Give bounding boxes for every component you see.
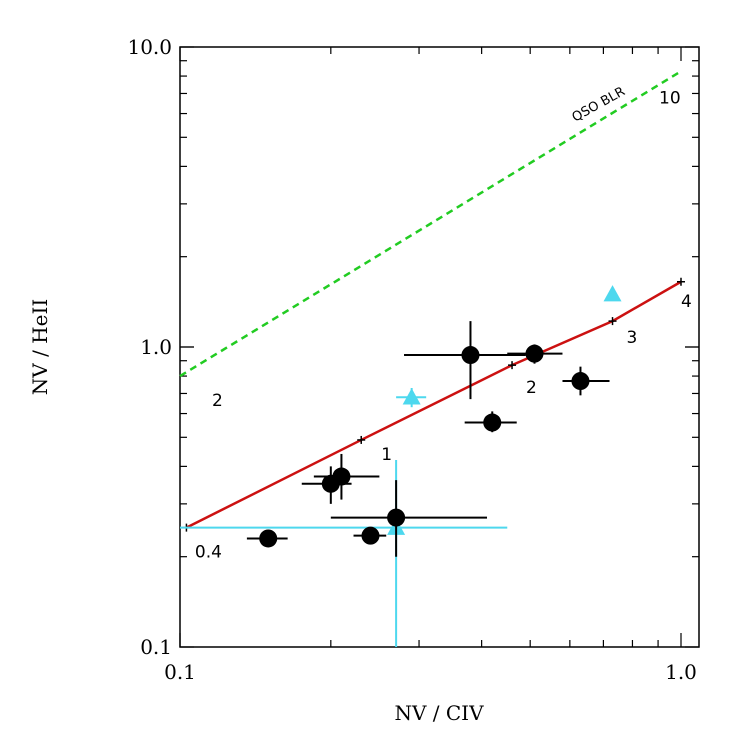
data-point	[571, 372, 590, 391]
qso-end-label: 10	[659, 88, 681, 108]
x-tick-label: 1.0	[665, 660, 697, 684]
model-point-label: 3	[627, 328, 638, 348]
data-point	[461, 346, 480, 365]
data-point	[387, 508, 406, 527]
x-axis-title: NV / CIV	[394, 701, 484, 725]
axis-ticks	[179, 46, 699, 648]
triangle-point	[603, 285, 622, 302]
data-point	[483, 413, 502, 432]
y-axis-title: NV / HeII	[28, 299, 52, 395]
model-track-line	[185, 280, 682, 529]
model-point-label: 0.4	[195, 543, 222, 563]
y-tick-label: 1.0	[140, 335, 172, 359]
y-tick-label: 10.0	[127, 35, 172, 59]
qso-start-label: 2	[212, 391, 223, 411]
qso-blr-label: QSO BLR	[570, 84, 628, 125]
data-point	[259, 529, 278, 548]
data-point	[525, 344, 544, 363]
plot-frame	[179, 46, 700, 648]
labels-layer: 0.1 1.0 0.1 1.0 10.0 2 10 QSO BLR 0.4 1 2 3 4	[127, 35, 696, 684]
triangle-point	[402, 388, 421, 405]
model-point-label: 2	[526, 378, 537, 398]
data-point	[361, 526, 380, 545]
x-tick-label: 0.1	[164, 660, 196, 684]
series-layer	[179, 70, 685, 647]
model-point-label: 1	[381, 445, 392, 465]
model-point-label: 4	[681, 292, 692, 312]
y-tick-label: 0.1	[140, 635, 172, 659]
qso-blr-line	[179, 70, 682, 378]
data-point	[332, 467, 351, 486]
